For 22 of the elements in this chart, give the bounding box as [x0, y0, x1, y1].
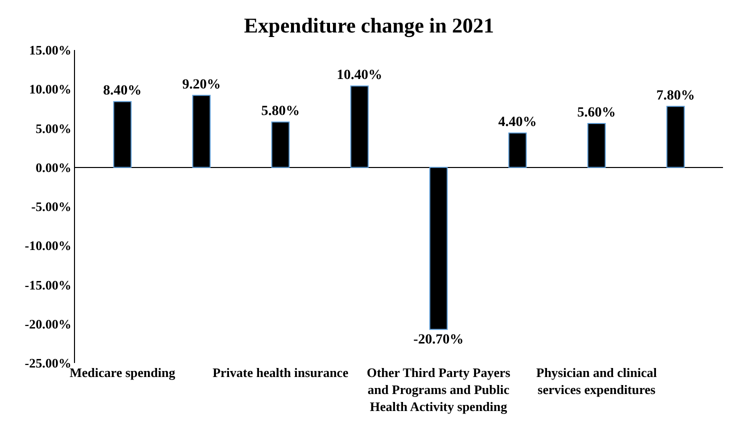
y-tick-label: 0.00%	[36, 160, 72, 175]
data-label: 7.80%	[656, 88, 695, 104]
y-tick-label: -20.00%	[24, 316, 72, 332]
chart-title: Expenditure change in 2021	[244, 13, 494, 38]
y-tick-label: -15.00%	[24, 277, 72, 292]
x-tick-label: Medicare spending	[70, 365, 176, 380]
y-tick-label: 15.00%	[29, 42, 72, 58]
y-tick-label: 10.00%	[29, 82, 72, 97]
data-label: 4.40%	[498, 114, 537, 130]
data-label: 9.20%	[182, 77, 221, 92]
data-label: 5.60%	[577, 106, 616, 121]
x-tick-label: Private health insurance	[212, 365, 349, 380]
x-tick-label: Physician and clinical services expenditures	[536, 365, 658, 397]
y-tick-label: 5.00%	[36, 120, 72, 136]
y-tick-label: -25.00%	[24, 356, 72, 371]
data-label: -20.70%	[413, 332, 464, 348]
data-label: 5.80%	[261, 104, 300, 119]
data-label: 8.40%	[103, 84, 142, 99]
data-label: 10.40%	[336, 68, 382, 83]
y-tick-label: -5.00%	[31, 199, 72, 214]
y-tick-label: -10.00%	[24, 238, 72, 254]
x-tick-label: Other Third Party Payers and Programs and Public Health Activity spending	[366, 365, 510, 414]
